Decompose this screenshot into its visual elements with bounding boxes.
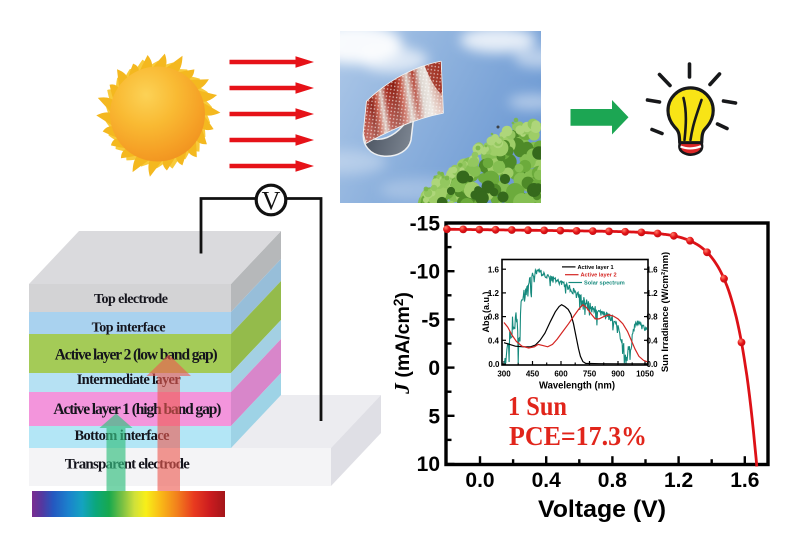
- svg-text:5: 5: [428, 405, 440, 428]
- svg-text:J (mA/cm2): J (mA/cm2): [390, 292, 414, 395]
- svg-text:V: V: [262, 187, 281, 216]
- svg-text:Active layer 1 (high band gap): Active layer 1 (high band gap): [53, 401, 221, 418]
- svg-text:600: 600: [554, 370, 568, 379]
- svg-text:450: 450: [526, 370, 540, 379]
- svg-text:0.4: 0.4: [647, 336, 659, 345]
- svg-text:1.6: 1.6: [488, 265, 500, 274]
- svg-text:-5: -5: [421, 309, 440, 332]
- svg-text:750: 750: [583, 370, 597, 379]
- svg-text:1.2: 1.2: [647, 289, 659, 298]
- svg-text:-15: -15: [410, 213, 441, 236]
- svg-text:1.2: 1.2: [664, 469, 693, 492]
- svg-text:Sun Irradiance (W/cm²/nm): Sun Irradiance (W/cm²/nm): [660, 252, 671, 372]
- svg-text:Solar spectrum: Solar spectrum: [584, 281, 625, 287]
- svg-text:1.2: 1.2: [488, 289, 500, 298]
- svg-text:1 Sun: 1 Sun: [508, 391, 567, 421]
- svg-text:0.8: 0.8: [488, 313, 500, 322]
- svg-text:Wavelength (nm): Wavelength (nm): [539, 380, 615, 392]
- svg-text:PCE=17.3%: PCE=17.3%: [509, 421, 647, 451]
- svg-text:0.0: 0.0: [488, 360, 500, 369]
- svg-text:300: 300: [497, 370, 511, 379]
- svg-text:10: 10: [417, 453, 440, 476]
- svg-text:0.8: 0.8: [647, 313, 659, 322]
- svg-text:Abs (a.u.): Abs (a.u.): [481, 291, 491, 332]
- svg-text:1.6: 1.6: [730, 469, 759, 492]
- svg-text:Top interface: Top interface: [92, 321, 166, 336]
- svg-text:0: 0: [428, 357, 440, 380]
- svg-text:0.8: 0.8: [598, 469, 628, 492]
- svg-text:900: 900: [611, 370, 625, 379]
- svg-text:Active layer 2 (low band gap): Active layer 2 (low band gap): [55, 347, 218, 364]
- svg-text:-10: -10: [410, 261, 440, 284]
- svg-text:0.4: 0.4: [488, 336, 500, 345]
- svg-text:Voltage (V): Voltage (V): [538, 496, 666, 523]
- svg-text:0.0: 0.0: [647, 360, 659, 369]
- svg-text:1050: 1050: [636, 370, 654, 379]
- svg-text:0.0: 0.0: [465, 469, 494, 492]
- svg-text:Top electrode: Top electrode: [94, 292, 168, 307]
- svg-text:1.6: 1.6: [647, 265, 659, 274]
- svg-text:0.4: 0.4: [532, 469, 562, 492]
- svg-text:Active layer 2: Active layer 2: [581, 273, 617, 279]
- svg-text:Active layer 1: Active layer 1: [578, 265, 614, 271]
